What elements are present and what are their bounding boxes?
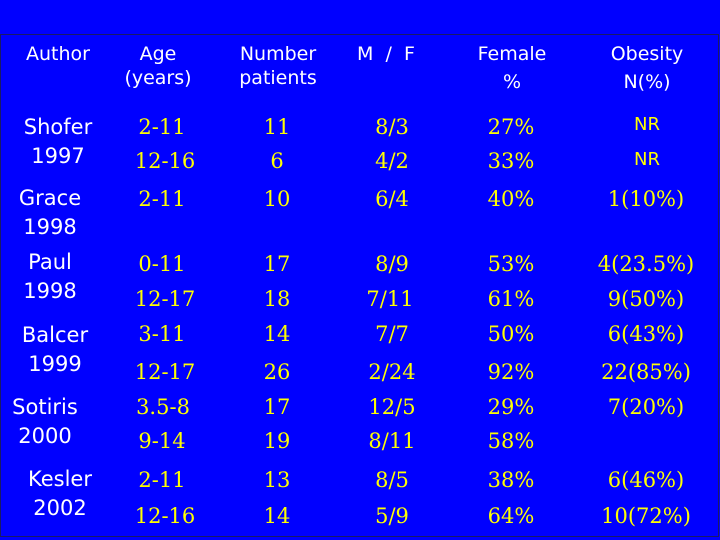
number-cell: 17 — [263, 395, 291, 419]
author-cell: Balcer 1999 — [5, 321, 105, 379]
author-year: 2000 — [18, 424, 72, 448]
header-obesity-line2: N(%) — [623, 71, 671, 93]
obesity-cell: 7(20%) — [607, 395, 685, 419]
age-cell: 12-16 — [134, 504, 196, 528]
author-year: 1998 — [23, 279, 77, 303]
mf-cell: 7/11 — [366, 287, 414, 311]
author-name: Shofer — [23, 115, 93, 139]
mf-cell: 8/9 — [375, 252, 409, 276]
author-name: Paul — [28, 250, 72, 274]
age-cell: 2-11 — [138, 468, 186, 492]
header-author: Author — [18, 42, 98, 66]
author-name: Balcer — [21, 323, 89, 347]
author-cell: Sotiris 2000 — [0, 393, 90, 451]
female-cell: 40% — [487, 187, 535, 211]
mf-cell: 2/24 — [368, 360, 416, 384]
female-cell: 27% — [487, 115, 535, 139]
age-cell: 2-11 — [138, 187, 186, 211]
obesity-cell: 10(72%) — [601, 504, 691, 528]
number-cell: 17 — [263, 252, 291, 276]
obesity-cell: 6(43%) — [607, 322, 685, 346]
number-cell: 11 — [263, 115, 291, 139]
header-age-line2: (years) — [124, 67, 192, 89]
age-cell: 3-11 — [138, 322, 186, 346]
header-mf: M / F — [346, 42, 426, 66]
obesity-cell: 22(85%) — [601, 360, 691, 384]
header-number: Number patients — [228, 42, 328, 90]
header-number-line1: Number — [239, 43, 317, 65]
author-name: Sotiris — [12, 395, 78, 419]
number-cell: 14 — [263, 322, 291, 346]
age-cell: 9-14 — [138, 429, 186, 453]
number-cell: 14 — [263, 504, 291, 528]
author-cell: Kesler 2002 — [10, 465, 110, 523]
number-cell: 26 — [263, 360, 291, 384]
obesity-cell: NR — [634, 149, 660, 170]
mf-cell: 8/5 — [375, 468, 409, 492]
author-cell: Paul 1998 — [0, 248, 100, 306]
mf-cell: 12/5 — [368, 395, 416, 419]
obesity-cell: 9(50%) — [607, 287, 685, 311]
mf-cell: 8/3 — [375, 115, 409, 139]
female-cell: 92% — [487, 360, 535, 384]
author-name: Kesler — [28, 467, 92, 491]
number-cell: 6 — [270, 149, 284, 173]
female-cell: 64% — [487, 504, 535, 528]
header-obesity: Obesity N(%) — [597, 42, 697, 94]
age-cell: 12-16 — [134, 149, 196, 173]
header-female-line2: % — [502, 71, 522, 93]
mf-cell: 5/9 — [375, 504, 409, 528]
author-cell: Grace 1998 — [0, 184, 100, 242]
number-cell: 18 — [263, 287, 291, 311]
mf-cell: 7/7 — [375, 322, 409, 346]
table-frame — [0, 34, 719, 537]
header-author-label: Author — [26, 43, 90, 65]
number-cell: 10 — [263, 187, 291, 211]
obesity-cell: 4(23.5%) — [597, 252, 695, 276]
female-cell: 53% — [487, 252, 535, 276]
header-number-line2: patients — [239, 67, 317, 89]
age-cell: 12-17 — [134, 287, 196, 311]
age-cell: 0-11 — [138, 252, 186, 276]
number-cell: 19 — [263, 429, 291, 453]
author-year: 1999 — [28, 352, 82, 376]
header-female: Female % — [462, 42, 562, 94]
obesity-cell: NR — [634, 114, 660, 135]
mf-cell: 6/4 — [375, 187, 409, 211]
author-year: 1997 — [31, 144, 85, 168]
female-cell: 29% — [487, 395, 535, 419]
author-cell: Shofer 1997 — [8, 113, 108, 171]
author-year: 2002 — [33, 496, 87, 520]
author-year: 1998 — [23, 215, 77, 239]
number-cell: 13 — [263, 468, 291, 492]
female-cell: 33% — [487, 149, 535, 173]
obesity-cell: 1(10%) — [607, 187, 685, 211]
mf-cell: 8/11 — [368, 429, 416, 453]
author-name: Grace — [18, 186, 82, 210]
header-female-line1: Female — [477, 43, 547, 65]
female-cell: 58% — [487, 429, 535, 453]
obesity-cell: 6(46%) — [607, 468, 685, 492]
female-cell: 61% — [487, 287, 535, 311]
female-cell: 38% — [487, 468, 535, 492]
header-obesity-line1: Obesity — [610, 43, 684, 65]
age-cell: 3.5-8 — [136, 395, 190, 419]
header-mf-label: M / F — [357, 43, 415, 65]
header-age: Age (years) — [118, 42, 198, 90]
mf-cell: 4/2 — [375, 149, 409, 173]
header-age-line1: Age — [139, 43, 177, 65]
age-cell: 12-17 — [134, 360, 196, 384]
age-cell: 2-11 — [138, 115, 186, 139]
female-cell: 50% — [487, 322, 535, 346]
